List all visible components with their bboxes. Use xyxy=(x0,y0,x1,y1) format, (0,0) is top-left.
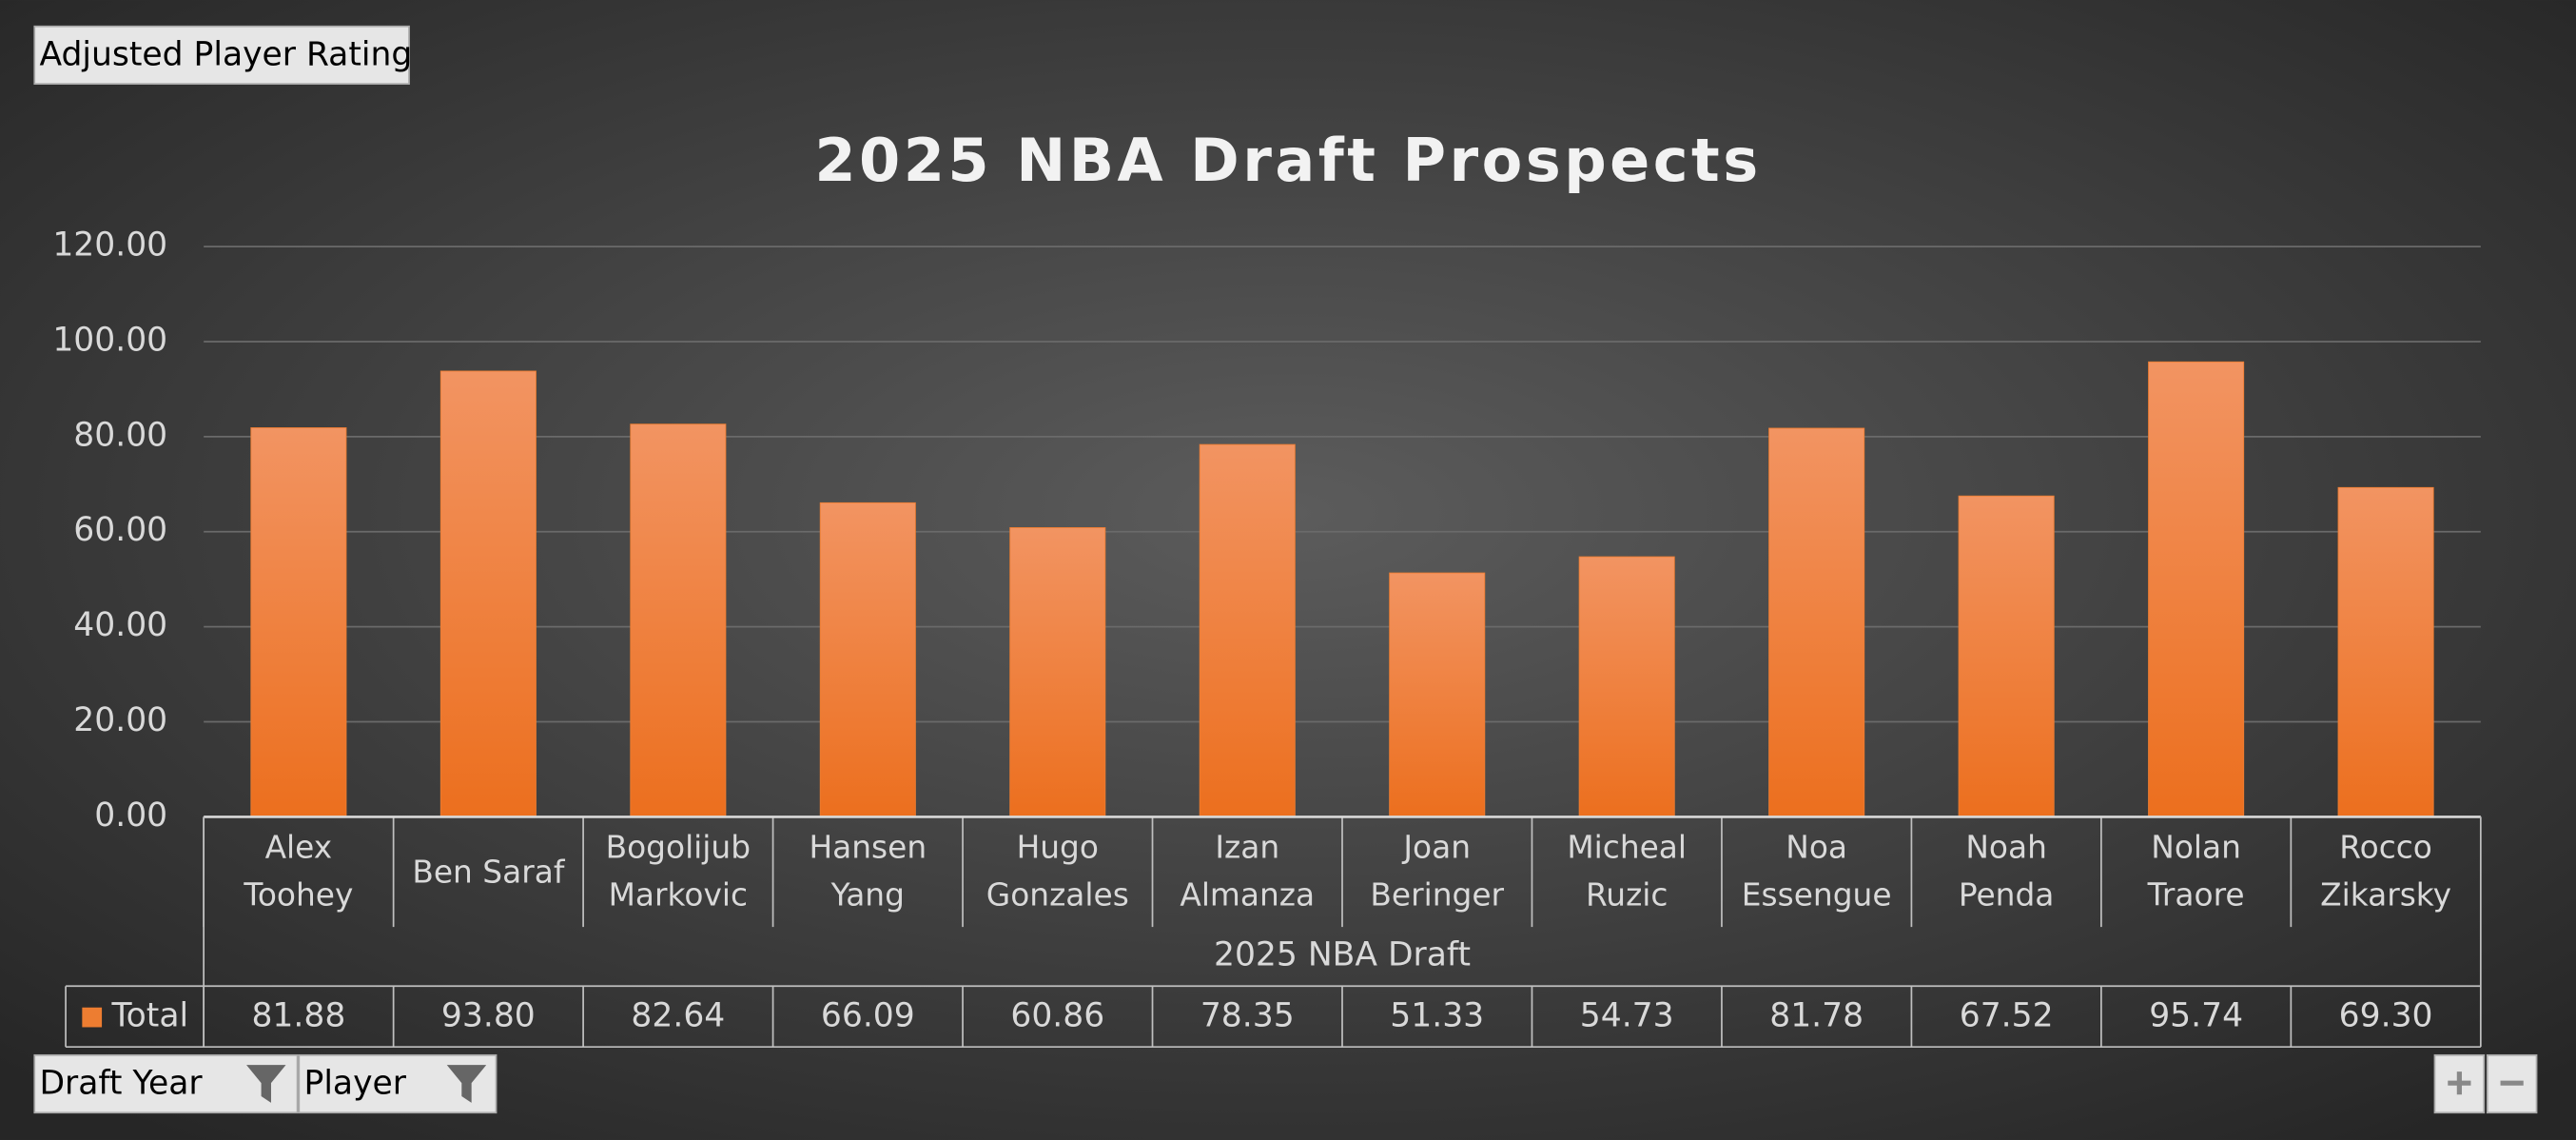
x-tick-label-box: Noa Essengue xyxy=(1741,830,1892,914)
bar xyxy=(439,370,537,817)
table-value: 81.88 xyxy=(251,997,345,1035)
bar xyxy=(1958,495,2055,817)
y-tick-label: 20.00 xyxy=(73,701,167,739)
bar xyxy=(630,423,727,817)
x-tick-label-box: Alex Toohey xyxy=(244,830,354,914)
bar xyxy=(1199,443,1296,817)
x-tick-label-box: Rocco Zikarsky xyxy=(2320,830,2452,914)
filter-label: Draft Year xyxy=(39,1064,203,1102)
x-tick-label: Nolan Traore xyxy=(2147,830,2245,914)
bar xyxy=(2148,361,2245,817)
bar xyxy=(819,501,916,817)
x-tick-label: Ben Saraf xyxy=(412,854,565,891)
filter-icon xyxy=(246,1065,286,1103)
bar xyxy=(250,427,347,817)
x-tick-label-box: Nolan Traore xyxy=(2147,830,2245,914)
table-value: 78.35 xyxy=(1200,997,1295,1035)
x-tick-label-box: Hugo Gonzales xyxy=(986,830,1129,914)
table-value: 67.52 xyxy=(1960,997,2054,1035)
filter-icon xyxy=(446,1065,487,1103)
x-tick-label-box: Joan Beringer xyxy=(1370,830,1505,914)
filter-button[interactable]: Player xyxy=(298,1053,498,1114)
value-field-button[interactable]: Adjusted Player Rating xyxy=(33,25,412,86)
x-tick-label-box: Micheal Ruzic xyxy=(1567,830,1688,914)
x-tick-label: Izan Almanza xyxy=(1180,830,1316,914)
x-tick-label: Micheal Ruzic xyxy=(1567,830,1688,914)
filter-label: Player xyxy=(304,1064,407,1102)
x-tick-label: Joan Beringer xyxy=(1370,830,1505,914)
x-tick-label: Bogolijub Markovic xyxy=(605,830,751,914)
legend-key xyxy=(82,1007,103,1028)
table-value: 51.33 xyxy=(1390,997,1484,1035)
x-tick-label: Noah Penda xyxy=(1958,830,2055,914)
x-tick-label-box: Noah Penda xyxy=(1958,830,2055,914)
table-value: 69.30 xyxy=(2339,997,2433,1035)
collapse-button[interactable] xyxy=(2486,1053,2538,1114)
y-tick-label: 40.00 xyxy=(73,606,167,644)
table-value: 81.78 xyxy=(1769,997,1864,1035)
bar xyxy=(1768,427,1865,817)
x-tick-label: Rocco Zikarsky xyxy=(2320,830,2452,914)
x-tick-label: Noa Essengue xyxy=(1741,830,1892,914)
x-tick-label-box: Hansen Yang xyxy=(809,830,927,914)
y-tick-label: 60.00 xyxy=(73,511,167,549)
bar xyxy=(2337,486,2434,817)
value-field-label: Adjusted Player Rating xyxy=(39,35,412,73)
filter-button[interactable]: Draft Year xyxy=(33,1053,299,1114)
x-group-label: 2025 NBA Draft xyxy=(1214,936,1471,974)
bar xyxy=(1389,572,1486,817)
table-value: 66.09 xyxy=(821,997,915,1035)
table-value: 54.73 xyxy=(1580,997,1674,1035)
bar xyxy=(1578,556,1675,817)
x-tick-label: Alex Toohey xyxy=(244,830,354,914)
x-tick-label: Hugo Gonzales xyxy=(986,830,1129,914)
y-tick-label: 120.00 xyxy=(52,226,167,265)
y-tick-label: 80.00 xyxy=(73,416,167,454)
x-tick-label-box: Izan Almanza xyxy=(1180,830,1316,914)
table-value: 82.64 xyxy=(631,997,725,1035)
chart-title: 2025 NBA Draft Prospects xyxy=(814,126,1761,195)
x-tick-label: Hansen Yang xyxy=(809,830,927,914)
x-tick-label-box: Ben Saraf xyxy=(412,854,565,891)
bar xyxy=(1009,527,1106,817)
table-value: 60.86 xyxy=(1010,997,1104,1035)
table-value: 95.74 xyxy=(2149,997,2243,1035)
expand-button[interactable] xyxy=(2433,1053,2486,1114)
y-tick-label: 100.00 xyxy=(52,321,167,359)
legend-label: Total xyxy=(110,997,188,1035)
table-value: 93.80 xyxy=(441,997,536,1035)
y-tick-label: 0.00 xyxy=(94,796,167,835)
x-tick-label-box: Bogolijub Markovic xyxy=(605,830,751,914)
